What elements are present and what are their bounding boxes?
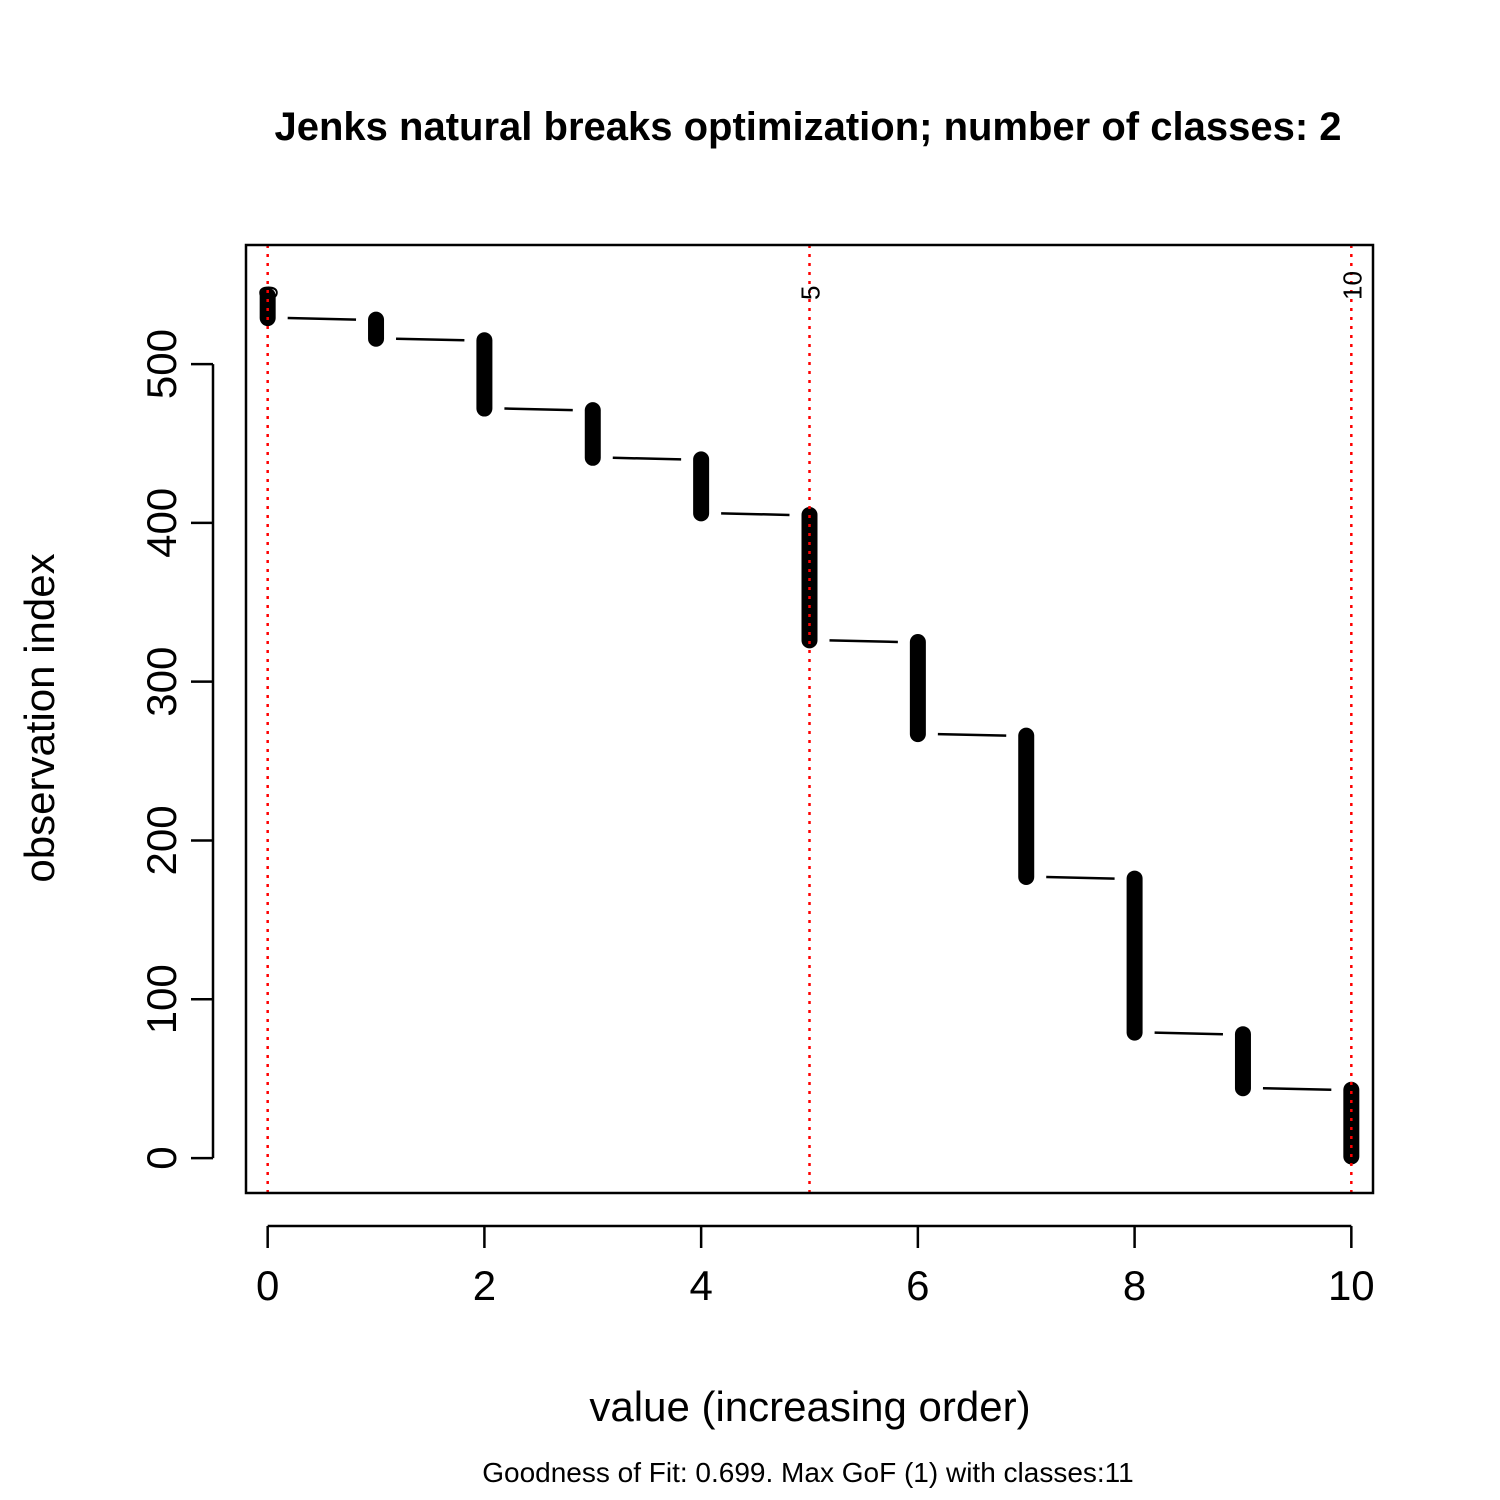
x-tick-label: 10 xyxy=(1328,1262,1375,1309)
step-connector xyxy=(1046,875,1115,880)
break-label-5: 5 xyxy=(796,286,826,300)
y-tick-label: 300 xyxy=(138,647,185,717)
break-label-10: 10 xyxy=(1337,271,1367,300)
y-tick-label: 200 xyxy=(138,805,185,875)
y-tick-label: 0 xyxy=(138,1146,185,1169)
y-tick-label: 500 xyxy=(138,329,185,399)
break-label-0: 0 xyxy=(254,286,284,300)
step-connector xyxy=(287,316,357,321)
x-tick-label: 8 xyxy=(1123,1262,1146,1309)
y-axis-label: observation index xyxy=(16,553,63,882)
y-tick-label: 400 xyxy=(138,488,185,558)
x-tick-label: 6 xyxy=(906,1262,929,1309)
x-tick-label: 4 xyxy=(689,1262,712,1309)
step-connector xyxy=(504,407,573,412)
x-tick-label: 2 xyxy=(473,1262,496,1309)
break-lines-layer: 0 5 10 xyxy=(254,245,1367,1193)
plot-frame xyxy=(244,243,1375,1195)
step-connector xyxy=(721,512,790,517)
chart-subtitle: Goodness of Fit: 0.699. Max GoF (1) with… xyxy=(482,1457,1134,1488)
step-connector xyxy=(1262,1086,1332,1092)
chart-title: Jenks natural breaks optimization; numbe… xyxy=(275,105,1342,149)
x-axis-label: value (increasing order) xyxy=(589,1383,1030,1430)
step-connector xyxy=(1154,1031,1223,1036)
y-tick-label: 100 xyxy=(138,964,185,1034)
x-axis: 0 2 4 6 8 10 xyxy=(256,1224,1375,1309)
step-connector xyxy=(396,337,465,342)
y-axis: 0 100 200 300 400 500 xyxy=(138,329,215,1170)
step-connector xyxy=(612,456,682,461)
step-connector xyxy=(829,639,898,644)
step-connector xyxy=(937,732,1007,737)
x-tick-label: 0 xyxy=(256,1262,279,1309)
data-layer xyxy=(259,287,1360,1165)
